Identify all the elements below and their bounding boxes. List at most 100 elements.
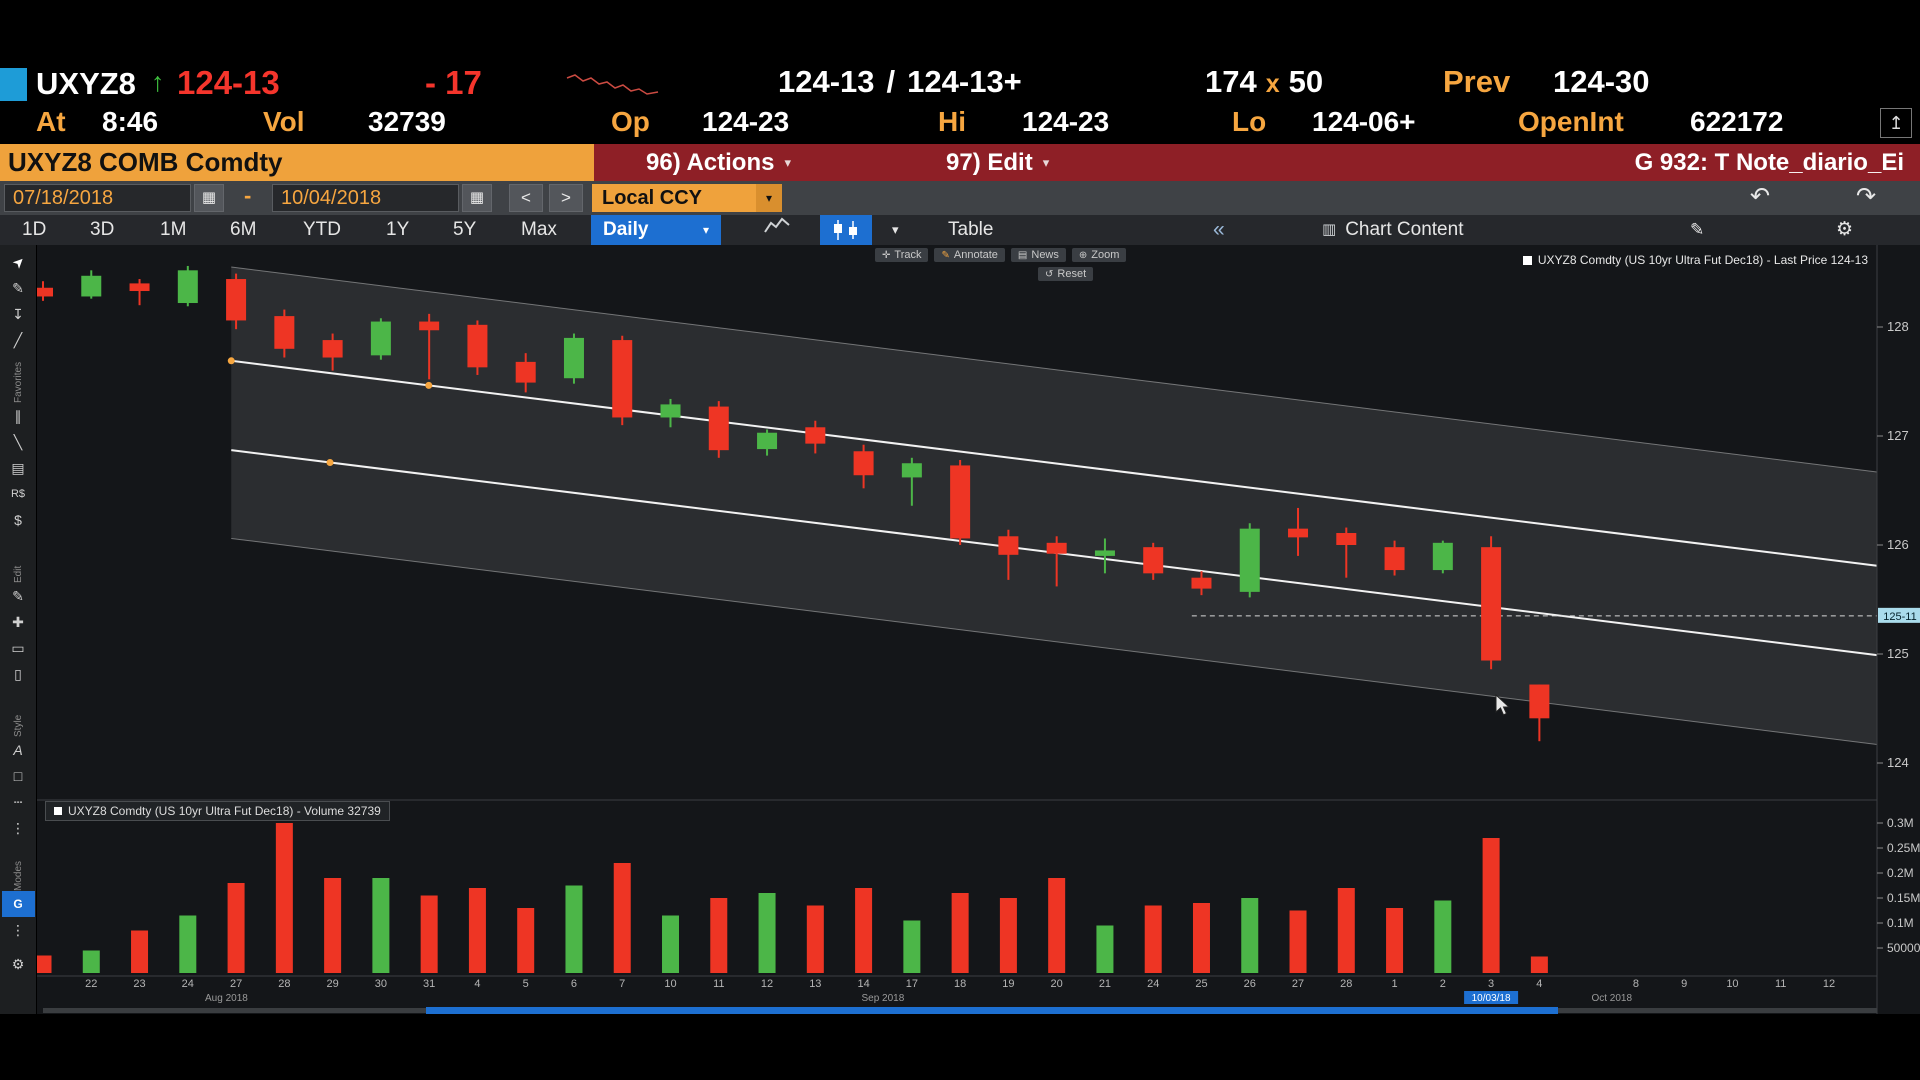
svg-text:128: 128: [1887, 319, 1909, 334]
period-6m[interactable]: 6M: [230, 215, 256, 245]
chart-toolbar: 1D 3D 1M 6M YTD 1Y 5Y Max Daily ▾ ▾ Tabl…: [0, 215, 1920, 245]
svg-text:14: 14: [857, 978, 869, 990]
ask-price: 124-13+: [907, 64, 1022, 99]
svg-text:13: 13: [809, 978, 821, 990]
trendline-tool-icon[interactable]: ╱: [13, 332, 23, 348]
line-chart-type-button[interactable]: [763, 215, 791, 245]
candle-body: [1384, 547, 1405, 571]
svg-text:1: 1: [1391, 978, 1397, 990]
candle-body: [1094, 550, 1115, 556]
svg-text:10/03/18: 10/03/18: [1472, 993, 1511, 1004]
volume-bar: [855, 888, 873, 973]
candle-body: [226, 279, 247, 321]
dashed-line-tool-icon[interactable]: ┄: [13, 794, 23, 810]
track-button[interactable]: ✛ Track: [875, 248, 929, 262]
chart-scrollbar-thumb[interactable]: [426, 1007, 1558, 1014]
chart-content-button[interactable]: ▥ Chart Content: [1322, 215, 1463, 245]
candle-body: [1143, 547, 1164, 574]
svg-text:28: 28: [278, 978, 290, 990]
volume-bar: [517, 908, 535, 973]
period-1m[interactable]: 1M: [160, 215, 186, 245]
actions-menu-button[interactable]: 96) Actions ▾: [646, 144, 791, 181]
volume-series-legend: UXYZ8 Comdty (US 10yr Ultra Fut Dec18) -…: [45, 801, 390, 821]
svg-text:0.1M: 0.1M: [1887, 916, 1914, 930]
news-button[interactable]: ▤ News: [1010, 248, 1066, 262]
svg-text:0.3M: 0.3M: [1887, 816, 1914, 830]
table-button[interactable]: Table: [948, 215, 993, 245]
calendar-icon[interactable]: ▦: [194, 184, 224, 212]
more-tools-icon[interactable]: ⋮: [11, 820, 25, 836]
annotate-pencil-icon[interactable]: ✎: [12, 588, 24, 604]
annotate-note-icon[interactable]: ✎: [1690, 215, 1704, 245]
chart-pane: 125-11 128 127 126 125 124 0.3M 0.25M 0.2M 0.15M 0…: [33, 245, 1920, 1014]
compass-mode-icon[interactable]: G: [1, 891, 35, 917]
period-5y[interactable]: 5Y: [453, 215, 476, 245]
candle-body: [660, 404, 681, 418]
at-label: At: [36, 106, 66, 137]
currency-caret-icon[interactable]: ▾: [756, 184, 782, 212]
channel-tool-icon[interactable]: ∥: [14, 408, 22, 424]
price-label-tool-icon[interactable]: $: [14, 512, 22, 528]
candle-body: [515, 361, 536, 383]
magnifier-icon: ⊕: [1078, 249, 1088, 261]
prev-label: Prev: [1443, 64, 1511, 99]
svg-text:0.15M: 0.15M: [1887, 891, 1920, 905]
svg-text:21: 21: [1099, 978, 1111, 990]
pencil-tool-icon[interactable]: ✎: [12, 280, 24, 296]
candle-body: [1046, 542, 1067, 554]
candle-body: [1529, 684, 1550, 719]
edit-menu-button[interactable]: 97) Edit ▾: [946, 144, 1049, 181]
ticker-symbol: UXYZ8: [36, 66, 136, 101]
drawing-tools-sidebar: ➤ ✎ ↧ ╱ Favorites ∥ ╲ ▤ R$ $ Edit ✎ ✚ ▭ …: [0, 245, 37, 1014]
collapse-panel-icon[interactable]: «: [1213, 215, 1225, 245]
fibonacci-tool-icon[interactable]: ▤: [11, 460, 25, 476]
regression-channel-band: [231, 267, 1877, 745]
candle-body: [419, 321, 440, 331]
volume-bar: [903, 920, 921, 973]
move-tool-icon[interactable]: ✚: [12, 614, 24, 630]
overflow-dots-icon[interactable]: ⋮: [11, 922, 25, 938]
frequency-dropdown[interactable]: Daily ▾: [591, 215, 721, 245]
annotate-button[interactable]: ✎ Annotate: [934, 248, 1005, 262]
undo-icon[interactable]: ↶: [1750, 183, 1771, 210]
prev-close-value: 124-30: [1553, 64, 1650, 99]
date-from-field[interactable]: 07/18/2018: [4, 184, 191, 212]
candle-body: [1432, 542, 1453, 571]
svg-text:5: 5: [523, 978, 529, 990]
rectangle-tool-icon[interactable]: □: [13, 768, 23, 784]
regression-tool-icon[interactable]: R$: [10, 488, 26, 500]
date-to-field[interactable]: 10/04/2018: [272, 184, 459, 212]
scroll-left-button[interactable]: <: [509, 184, 543, 212]
dropper-tool-icon[interactable]: ↧: [12, 306, 24, 322]
ray-tool-icon[interactable]: ╲: [13, 434, 23, 450]
svg-text:31: 31: [423, 978, 435, 990]
redo-icon[interactable]: ↷: [1856, 183, 1877, 210]
chart-type-caret[interactable]: ▾: [892, 215, 899, 245]
text-tool-icon[interactable]: A: [13, 742, 23, 758]
svg-text:12: 12: [1823, 978, 1835, 990]
currency-select[interactable]: Local CCY: [592, 184, 756, 212]
period-1d[interactable]: 1D: [22, 215, 46, 245]
calendar-icon[interactable]: ▦: [462, 184, 492, 212]
period-1y[interactable]: 1Y: [386, 215, 409, 245]
at-time: 8:46: [102, 106, 159, 137]
candle-body: [805, 427, 826, 444]
gear-icon[interactable]: ⚙: [1836, 215, 1853, 245]
eraser-tool-icon[interactable]: ▭: [11, 640, 25, 656]
scroll-right-button[interactable]: >: [549, 184, 583, 212]
svg-text:125: 125: [1887, 646, 1909, 661]
candlestick-chart-type-button[interactable]: [820, 215, 872, 245]
price-volume-chart[interactable]: 125-111281271261251240.3M0.25M0.2M0.15M0…: [33, 245, 1920, 1014]
svg-text:125-11: 125-11: [1883, 611, 1916, 623]
reset-button[interactable]: ↺ Reset: [1038, 267, 1094, 281]
candle-body: [1481, 547, 1502, 661]
sidebar-gear-icon[interactable]: ⚙: [11, 956, 25, 972]
zoom-button[interactable]: ⊕ Zoom: [1071, 248, 1127, 262]
clipboard-tool-icon[interactable]: ▯: [14, 666, 22, 682]
svg-text:Sep 2018: Sep 2018: [861, 993, 904, 1004]
period-ytd[interactable]: YTD: [303, 215, 341, 245]
export-icon[interactable]: ↥: [1880, 108, 1912, 138]
period-3d[interactable]: 3D: [90, 215, 114, 245]
period-max[interactable]: Max: [521, 215, 557, 245]
volume-bar: [324, 878, 342, 973]
